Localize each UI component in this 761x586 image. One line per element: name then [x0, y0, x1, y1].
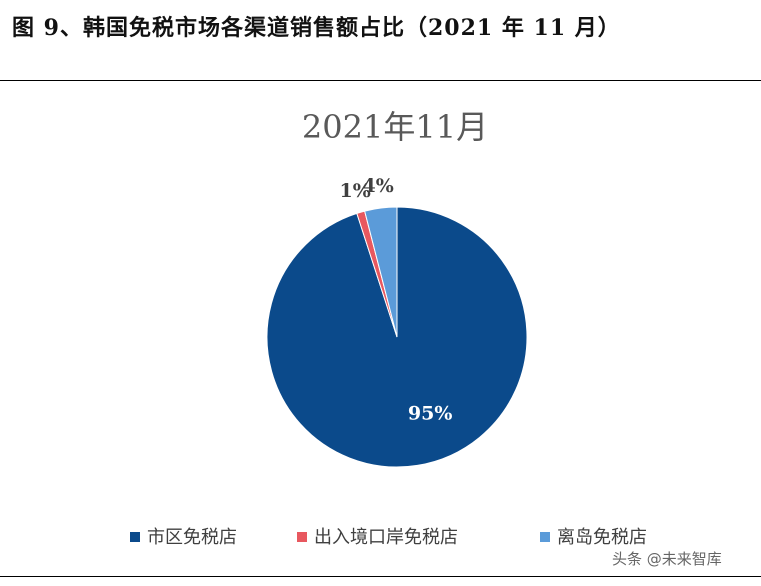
legend-item-2: 离岛免税店 — [540, 527, 647, 548]
legend-item-1: 出入境口岸免税店 — [297, 527, 458, 548]
legend-label-0: 市区免税店 — [147, 527, 237, 548]
legend-swatch-2 — [540, 532, 550, 542]
pie-slices — [266, 206, 528, 468]
figure-caption: 图 9、韩国免税市场各渠道销售额占比（2021 年 11 月） — [12, 15, 621, 41]
pie-labels: 95% 1%4% — [340, 175, 453, 424]
chart-legend: 市区免税店 出入境口岸免税店 离岛免税店 — [130, 527, 647, 548]
legend-label-1: 出入境口岸免税店 — [314, 527, 458, 548]
legend-item-0: 市区免税店 — [130, 527, 237, 548]
pie-data-label-0: 95% — [408, 403, 453, 425]
chart-title: 2021年11月 — [302, 108, 488, 146]
caption-rule-bottom — [0, 576, 761, 577]
legend-swatch-1 — [297, 532, 307, 542]
legend-label-2: 离岛免税店 — [557, 527, 647, 548]
legend-swatch-0 — [130, 532, 140, 542]
caption-rule-top — [0, 80, 761, 81]
pie-data-label-1: 1% — [340, 180, 371, 202]
pie-slice-2 — [364, 206, 398, 338]
watermark-text: 头条 @未来智库 — [612, 550, 722, 568]
pie-data-label-2: 4% — [363, 175, 394, 197]
